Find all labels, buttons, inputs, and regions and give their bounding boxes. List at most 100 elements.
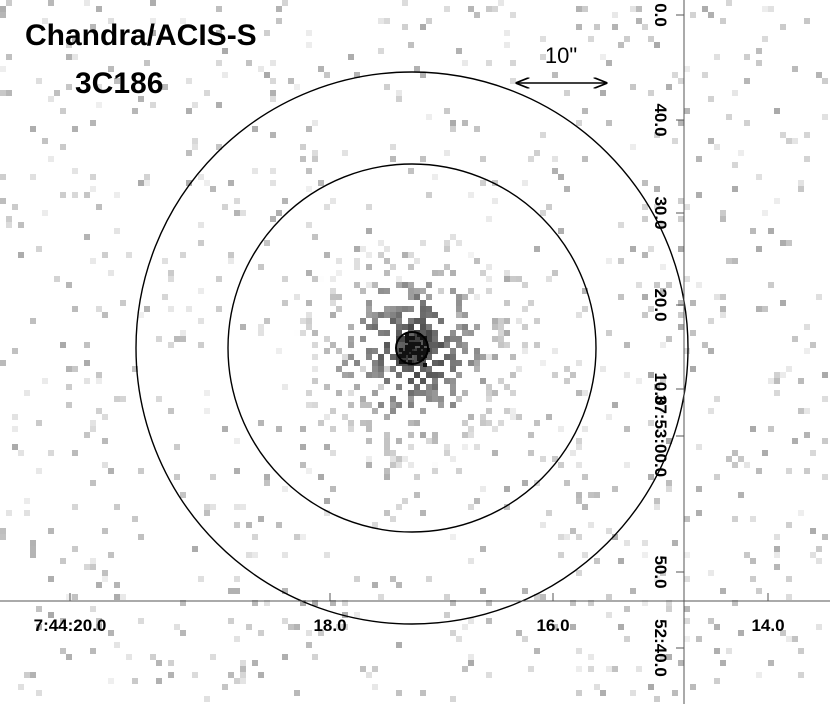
photon <box>714 144 720 150</box>
photon <box>468 252 474 258</box>
photon <box>0 360 6 366</box>
photon <box>420 156 426 162</box>
photon <box>30 672 36 678</box>
photon <box>534 318 540 324</box>
photon <box>456 636 462 642</box>
photon <box>156 660 162 666</box>
photon <box>564 186 570 192</box>
photon <box>18 252 24 258</box>
photon <box>336 624 342 630</box>
photon <box>468 426 474 432</box>
photon <box>456 240 462 246</box>
photon <box>468 618 474 624</box>
photon <box>72 306 78 312</box>
photon <box>498 336 504 342</box>
photon <box>396 90 402 96</box>
dec-label: 10.0 <box>651 372 670 405</box>
photon <box>690 12 696 18</box>
photon <box>396 276 402 282</box>
photon <box>438 270 444 276</box>
photon <box>420 408 426 414</box>
photon <box>102 438 108 444</box>
photon <box>360 336 366 342</box>
photon <box>420 351 424 355</box>
photon <box>30 318 36 324</box>
photon <box>606 666 612 672</box>
photon <box>660 342 666 348</box>
photon <box>462 444 468 450</box>
photon <box>696 486 702 492</box>
photon <box>411 351 415 355</box>
photon <box>84 234 90 240</box>
photon <box>396 456 402 462</box>
photon <box>306 168 312 174</box>
photon <box>102 252 108 258</box>
photon <box>444 240 450 246</box>
photon <box>366 264 372 270</box>
photon <box>528 432 534 438</box>
photon <box>498 0 504 6</box>
photon <box>6 0 12 6</box>
photon <box>450 696 456 702</box>
photon <box>792 138 798 144</box>
photon <box>42 138 48 144</box>
photon <box>408 345 412 349</box>
photon <box>384 288 390 294</box>
photon <box>576 444 582 450</box>
photon <box>342 360 348 366</box>
photon <box>402 24 408 30</box>
photon <box>408 288 414 294</box>
photon <box>306 318 312 324</box>
photon <box>378 240 384 246</box>
photon <box>186 150 192 156</box>
photon <box>558 426 564 432</box>
photon <box>450 330 456 336</box>
photon <box>18 684 24 690</box>
photon <box>678 198 684 204</box>
photon <box>36 624 42 630</box>
photon <box>396 96 402 102</box>
photon <box>720 210 726 216</box>
photon <box>180 18 186 24</box>
photon <box>636 18 642 24</box>
photon <box>30 540 36 546</box>
photon <box>156 396 162 402</box>
photon <box>486 600 492 606</box>
photon <box>582 474 588 480</box>
photon <box>180 336 186 342</box>
photon <box>324 72 330 78</box>
photon <box>84 432 90 438</box>
photon <box>204 510 210 516</box>
photon <box>270 60 276 66</box>
photon <box>630 588 636 594</box>
photon <box>330 486 336 492</box>
photon <box>420 345 424 349</box>
photon <box>168 408 174 414</box>
photon <box>480 270 486 276</box>
photon <box>732 90 738 96</box>
photon <box>492 198 498 204</box>
photon <box>120 594 126 600</box>
photon <box>366 372 372 378</box>
photon <box>600 366 606 372</box>
photon <box>402 456 408 462</box>
photon <box>390 462 396 468</box>
photon <box>96 306 102 312</box>
photon <box>474 444 480 450</box>
photon <box>642 204 648 210</box>
photon <box>390 576 396 582</box>
photon <box>558 174 564 180</box>
photon <box>372 324 378 330</box>
photon <box>108 270 114 276</box>
photon <box>30 126 36 132</box>
photon <box>36 246 42 252</box>
photon <box>402 306 408 312</box>
photon <box>312 402 318 408</box>
photon <box>546 204 552 210</box>
photon <box>780 24 786 30</box>
photon <box>384 270 390 276</box>
photon <box>654 186 660 192</box>
photon <box>258 672 264 678</box>
photon <box>270 96 276 102</box>
